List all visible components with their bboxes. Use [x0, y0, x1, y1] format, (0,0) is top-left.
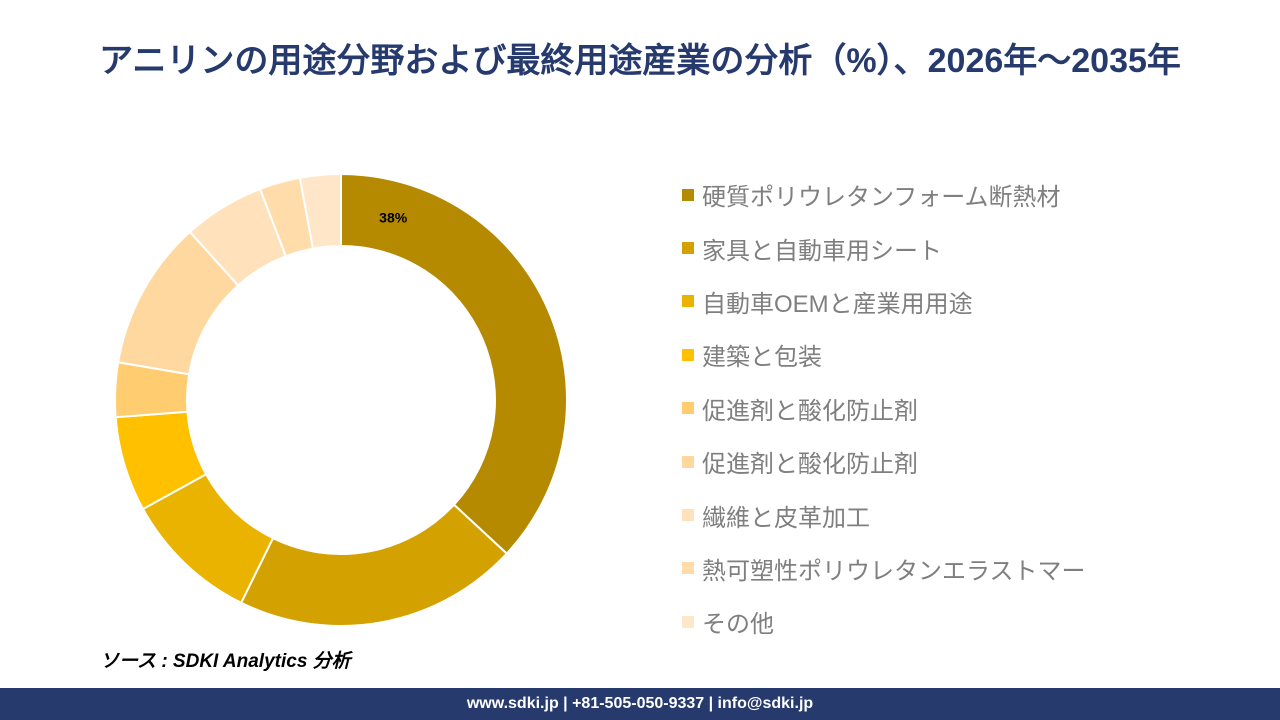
legend-item: 繊維と皮革加工 — [682, 488, 1086, 541]
slice-data-label: 38% — [379, 209, 408, 225]
donut-chart: 38% — [114, 172, 568, 627]
legend-item: 促進剤と酸化防止剤 — [682, 382, 1086, 435]
legend-item: 建築と包装 — [682, 328, 1086, 381]
legend-item: 熱可塑性ポリウレタンエラストマー — [682, 542, 1086, 595]
legend-swatch — [682, 348, 694, 361]
footer-contact: www.sdki.jp | +81-505-050-9337 | info@sd… — [466, 695, 814, 712]
legend-swatch — [682, 562, 694, 575]
legend-swatch — [682, 615, 694, 628]
chart-title: アニリンの用途分野および最終用途産業の分析（%）、2026年～2035年 — [99, 42, 1181, 80]
legend-label: 促進剤と酸化防止剤 — [702, 397, 918, 425]
legend-label: 自動車OEMと産業用用途 — [702, 290, 973, 318]
legend-item: その他 — [682, 595, 1086, 648]
legend-label: 建築と包装 — [702, 344, 822, 372]
legend-swatch — [682, 188, 694, 201]
legend-swatch — [682, 242, 694, 255]
source-note: ソース : SDKI Analytics 分析 — [100, 651, 351, 672]
legend-item: 家具と自動車用シート — [682, 221, 1086, 274]
donut-slice — [298, 172, 342, 250]
legend-label: 繊維と皮革加工 — [702, 504, 870, 532]
legend-label: 熱可塑性ポリウレタンエラストマー — [702, 557, 1086, 585]
legend-item: 硬質ポリウレタンフォーム断熱材 — [682, 168, 1086, 221]
legend-swatch — [682, 295, 694, 308]
legend-item: 促進剤と酸化防止剤 — [682, 435, 1086, 488]
legend-swatch — [682, 402, 694, 415]
legend-swatch — [682, 455, 694, 468]
legend-swatch — [682, 509, 694, 522]
legend-label: その他 — [702, 611, 774, 639]
donut-slice — [239, 503, 509, 627]
donut-slice — [340, 172, 568, 556]
chart-legend: 硬質ポリウレタンフォーム断熱材 家具と自動車用シート自動車OEMと産業用用途 建築と… — [682, 168, 1086, 649]
legend-item: 自動車OEMと産業用用途 — [682, 275, 1086, 328]
legend-label: 家具と自動車用シート — [702, 237, 942, 265]
footer-bar: www.sdki.jp | +81-505-050-9337 | info@sd… — [0, 688, 1280, 720]
legend-label: 促進剤と酸化防止剤 — [702, 451, 918, 479]
legend-label: 硬質ポリウレタンフォーム断熱材 — [702, 184, 1061, 212]
